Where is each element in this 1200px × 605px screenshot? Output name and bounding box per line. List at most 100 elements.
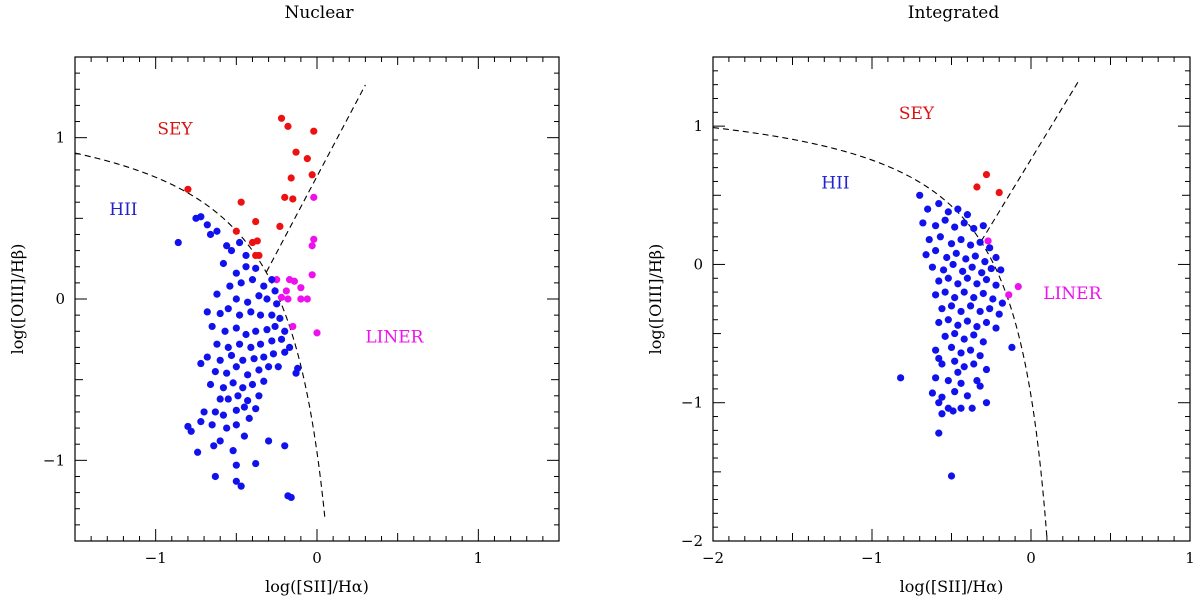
- nuclear-point-hii: [174, 238, 182, 247]
- nuclear-region-label-hii: HII: [109, 200, 137, 220]
- nuclear-point-hii: [211, 368, 219, 376]
- nuclear-point-hii: [276, 314, 284, 322]
- integrated-point-hii: [966, 241, 975, 249]
- integrated-point-hii: [973, 280, 981, 288]
- nuclear-point-hii: [268, 276, 276, 284]
- nuclear-point-hii: [248, 276, 257, 284]
- integrated-point-hii: [981, 258, 989, 266]
- integrated-point-hii: [989, 295, 997, 303]
- nuclear-point-hii: [219, 411, 228, 419]
- nuclear-panel: −1 0 1 −1 0 1 Nuclear log([SII]/Hα) log([OIII]/H…: [8, 3, 560, 596]
- integrated-x-tick-label: −2: [702, 549, 724, 567]
- nuclear-point-hii: [265, 363, 273, 371]
- integrated-point-hii: [932, 346, 940, 354]
- nuclear-point-hii: [285, 343, 294, 351]
- nuclear-point-hii: [211, 472, 219, 481]
- nuclear-y-axis-label: log([OIII]/Hβ): [8, 244, 27, 355]
- integrated-point-hii: [957, 404, 965, 412]
- nuclear-point-liner: [290, 277, 299, 285]
- nuclear-point-seyfert: [237, 198, 245, 206]
- nuclear-point-hii: [271, 287, 279, 295]
- nuclear-point-hii: [232, 461, 240, 469]
- integrated-point-hii: [963, 211, 972, 219]
- integrated-point-hii: [957, 349, 965, 357]
- integrated-point-hii: [968, 404, 976, 412]
- nuclear-point-hii: [237, 279, 245, 287]
- nuclear-point-hii: [269, 350, 278, 358]
- integrated-dividers: [713, 80, 1080, 538]
- nuclear-point-seyfert: [303, 155, 311, 163]
- nuclear-point-hii: [232, 477, 240, 485]
- nuclear-point-hii: [265, 437, 273, 445]
- nuclear-series-liner: [273, 193, 321, 337]
- nuclear-point-hii: [216, 395, 224, 403]
- nuclear-point-liner: [308, 242, 316, 250]
- nuclear-point-hii: [247, 308, 255, 316]
- integrated-panel: −2 −1 0 1 −2 −1 0 1 Integrated log([SII]/Hα) log([…: [646, 3, 1195, 596]
- integrated-point-hii: [919, 219, 927, 227]
- nuclear-point-hii: [210, 442, 218, 450]
- nuclear-point-hii: [248, 380, 257, 389]
- nuclear-point-seyfert: [308, 171, 316, 179]
- nuclear-point-hii: [240, 432, 248, 440]
- nuclear-point-hii: [227, 351, 236, 360]
- nuclear-x-tick-label: 0: [312, 549, 322, 567]
- integrated-point-hii: [992, 281, 1000, 289]
- nuclear-point-hii: [200, 408, 208, 416]
- integrated-point-hii: [928, 263, 937, 271]
- integrated-point-hii: [992, 253, 1000, 262]
- nuclear-point-hii: [239, 356, 247, 364]
- integrated-point-hii: [992, 324, 1000, 332]
- nuclear-point-hii: [260, 282, 268, 290]
- nuclear-chart-title: Nuclear: [284, 3, 354, 23]
- nuclear-series-seyfert: [184, 114, 318, 260]
- integrated-point-hii: [963, 274, 972, 282]
- nuclear-point-hii: [224, 305, 232, 313]
- integrated-point-hii: [941, 332, 949, 340]
- integrated-point-hii: [966, 302, 975, 310]
- nuclear-point-hii: [216, 356, 224, 364]
- integrated-point-hii: [947, 302, 956, 310]
- nuclear-point-seyfert: [284, 122, 292, 130]
- nuclear-point-hii: [268, 337, 276, 345]
- nuclear-point-hii: [281, 442, 289, 450]
- nuclear-point-hii: [250, 355, 258, 363]
- nuclear-point-hii: [232, 406, 240, 414]
- nuclear-point-hii: [242, 263, 250, 271]
- integrated-point-hii: [970, 331, 978, 339]
- nuclear-sey-liner-boundary: [266, 84, 366, 273]
- nuclear-point-hii: [244, 298, 252, 306]
- nuclear-point-hii: [223, 242, 231, 250]
- integrated-point-hii: [938, 393, 946, 401]
- integrated-point-hii: [954, 205, 962, 213]
- nuclear-point-hii: [242, 330, 250, 339]
- nuclear-point-hii: [224, 395, 232, 403]
- integrated-point-hii: [951, 329, 959, 338]
- nuclear-point-hii: [281, 327, 289, 335]
- integrated-point-hii: [897, 374, 905, 382]
- integrated-y-tick-label: 0: [693, 255, 703, 273]
- integrated-point-hii: [947, 240, 956, 248]
- integrated-point-hii: [995, 310, 1003, 318]
- integrated-y-tick-label: −1: [681, 394, 703, 412]
- nuclear-point-seyfert: [276, 222, 284, 230]
- integrated-point-hii: [970, 294, 978, 302]
- integrated-region-label-liner: LINER: [1043, 284, 1102, 304]
- nuclear-point-hii: [203, 308, 211, 316]
- integrated-point-hii: [935, 399, 943, 407]
- integrated-y-axis-label: log([OIII]/Hβ): [646, 244, 665, 355]
- nuclear-point-hii: [255, 292, 263, 300]
- integrated-point-hii: [949, 407, 957, 415]
- integrated-point-hii: [916, 191, 924, 199]
- nuclear-point-seyfert: [292, 148, 300, 156]
- nuclear-point-hii: [242, 251, 250, 260]
- nuclear-point-hii: [227, 247, 236, 255]
- integrated-point-hii: [998, 299, 1006, 307]
- integrated-point-hii: [976, 238, 984, 246]
- integrated-point-hii: [987, 264, 995, 273]
- nuclear-point-hii: [252, 459, 260, 468]
- nuclear-point-seyfert: [287, 174, 295, 182]
- integrated-point-hii: [982, 318, 991, 327]
- nuclear-dividers: [75, 84, 366, 520]
